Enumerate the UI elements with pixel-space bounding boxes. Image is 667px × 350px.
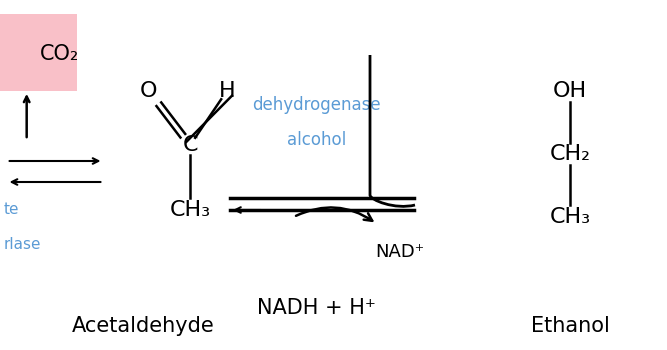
Text: O: O <box>140 81 157 101</box>
Text: Ethanol: Ethanol <box>531 315 610 336</box>
Text: CH₃: CH₃ <box>169 200 211 220</box>
Text: dehydrogenase: dehydrogenase <box>253 96 381 114</box>
Text: H: H <box>219 81 235 101</box>
FancyBboxPatch shape <box>0 14 77 91</box>
Text: te: te <box>3 203 19 217</box>
Text: OH: OH <box>553 81 588 101</box>
Text: NAD⁺: NAD⁺ <box>376 243 425 261</box>
Text: NADH + H⁺: NADH + H⁺ <box>257 298 376 318</box>
Text: CO₂: CO₂ <box>40 44 80 64</box>
Text: alcohol: alcohol <box>287 131 346 149</box>
Text: Acetaldehyde: Acetaldehyde <box>72 315 215 336</box>
Text: CH₃: CH₃ <box>550 207 591 227</box>
Text: rlase: rlase <box>3 238 41 252</box>
Text: C: C <box>182 135 198 155</box>
Text: CH₂: CH₂ <box>550 144 591 164</box>
